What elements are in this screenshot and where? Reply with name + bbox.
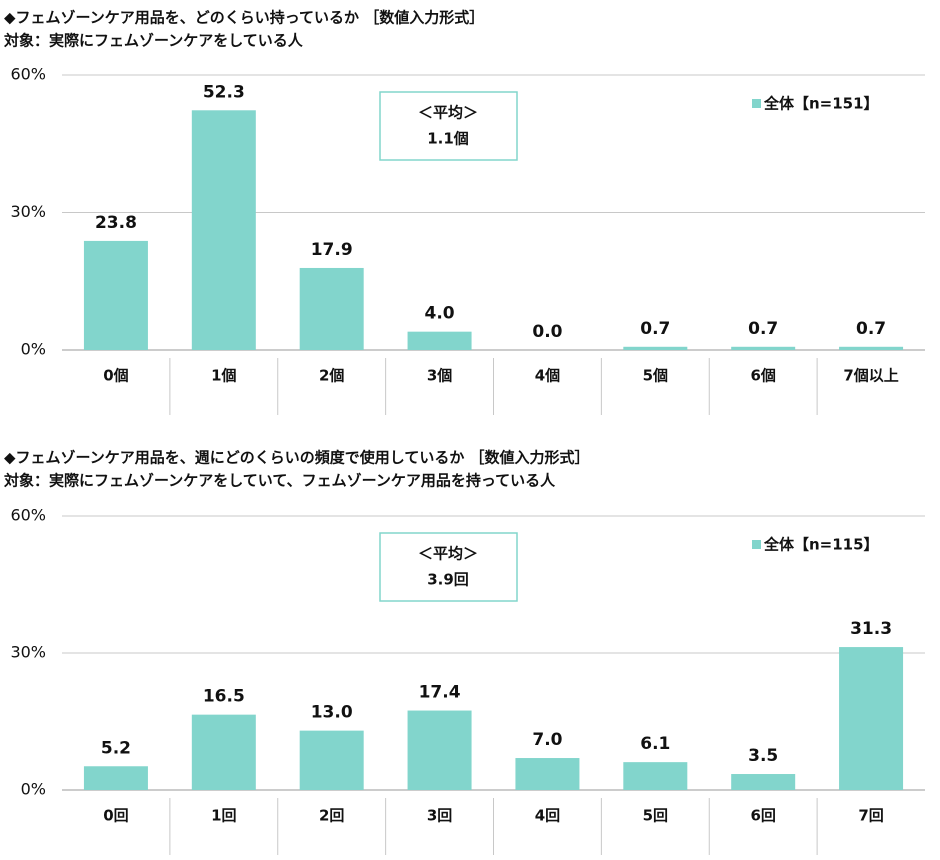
x-tick-label: 1回: [211, 807, 236, 825]
value-label: 5.2: [101, 738, 131, 758]
legend-swatch: [752, 99, 761, 108]
value-label: 17.9: [311, 240, 353, 260]
legend-label: 全体【n=151】: [763, 95, 879, 113]
average-text: 3.9回: [427, 571, 469, 589]
value-label: 0.0: [532, 322, 562, 342]
chart-title: ◆フェムゾーンケア用品を、どのくらい持っているか ［数値入力形式］: [4, 9, 484, 27]
value-label: 31.3: [850, 619, 892, 639]
average-text: ＜平均＞: [418, 545, 478, 563]
value-label: 17.4: [419, 683, 461, 703]
x-tick-label: 7個以上: [843, 367, 898, 385]
value-label: 7.0: [532, 730, 562, 750]
chart-title: ◆フェムゾーンケア用品を、週にどのくらいの頻度で使用しているか ［数値入力形式］: [4, 449, 590, 467]
chart-subtitle: 対象：実際にフェムゾーンケアをしていて、フェムゾーンケア用品を持っている人: [3, 472, 556, 490]
x-tick-label: 6回: [750, 807, 775, 825]
value-label: 52.3: [203, 82, 245, 102]
x-tick-label: 0個: [103, 367, 128, 385]
x-tick-label: 3回: [427, 807, 452, 825]
value-label: 0.7: [640, 319, 670, 339]
y-tick-label: 30%: [10, 202, 46, 221]
bar: [623, 346, 688, 350]
y-tick-label: 0%: [21, 340, 46, 359]
legend-swatch: [752, 540, 761, 549]
average-box: [379, 532, 518, 602]
bar: [191, 714, 256, 790]
x-tick-label: 7回: [858, 807, 883, 825]
value-label: 3.5: [748, 746, 778, 766]
bar: [83, 240, 148, 350]
y-tick-label: 60%: [10, 65, 46, 84]
x-tick-label: 4個: [535, 367, 560, 385]
y-tick-label: 30%: [10, 643, 46, 662]
average-text: 1.1個: [427, 130, 469, 148]
bar: [731, 346, 796, 350]
bar: [299, 730, 364, 790]
value-label: 23.8: [95, 213, 137, 233]
value-label: 0.7: [748, 319, 778, 339]
y-tick-label: 0%: [21, 780, 46, 799]
bar: [407, 331, 472, 350]
y-tick-label: 60%: [10, 506, 46, 525]
x-tick-label: 0回: [103, 807, 128, 825]
bar: [839, 647, 904, 790]
chart-subtitle: 対象：実際にフェムゾーンケアをしている人: [3, 32, 304, 50]
x-tick-label: 1個: [211, 367, 236, 385]
bar: [731, 774, 796, 790]
bar: [191, 110, 256, 351]
average-box: [379, 91, 518, 161]
x-tick-label: 3個: [427, 367, 452, 385]
bar: [623, 762, 688, 790]
bar: [515, 758, 580, 790]
x-tick-label: 4回: [535, 807, 560, 825]
x-tick-label: 5個: [643, 367, 668, 385]
bar: [407, 710, 472, 790]
value-label: 16.5: [203, 687, 245, 707]
bar: [299, 267, 364, 350]
value-label: 13.0: [311, 703, 353, 723]
bar: [83, 766, 148, 790]
bar: [839, 346, 904, 350]
x-tick-label: 2個: [319, 367, 344, 385]
x-tick-label: 6個: [750, 367, 775, 385]
x-tick-label: 5回: [643, 807, 668, 825]
value-label: 0.7: [856, 319, 886, 339]
legend-label: 全体【n=115】: [763, 536, 879, 554]
value-label: 4.0: [425, 304, 455, 324]
average-text: ＜平均＞: [418, 104, 478, 122]
value-label: 6.1: [640, 734, 670, 754]
x-tick-label: 2回: [319, 807, 344, 825]
